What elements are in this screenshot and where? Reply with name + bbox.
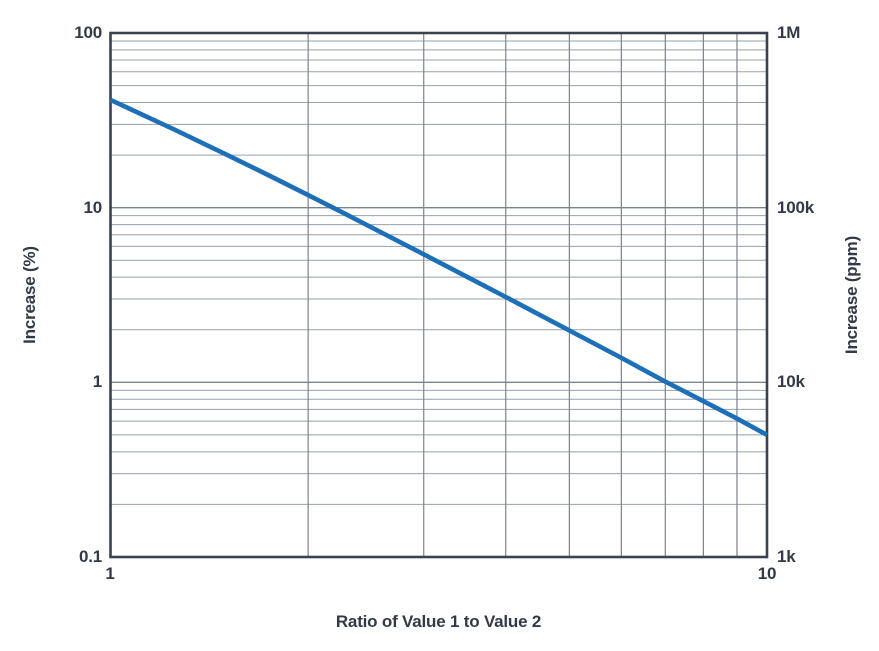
y-left-tick-0p1: 0.1 <box>78 547 102 566</box>
y-axis-title-left: Increase (%) <box>20 246 39 344</box>
y-right-tick-100k: 100k <box>777 198 815 217</box>
x-axis-title: Ratio of Value 1 to Value 2 <box>335 612 542 631</box>
data-series-line <box>109 97 769 437</box>
y-left-tick-10: 10 <box>83 198 102 217</box>
x-tick-10: 10 <box>757 564 777 583</box>
y-right-tick-1M: 1M <box>777 23 801 42</box>
y-axis-title-right: Increase (ppm) <box>842 235 861 355</box>
y-left-tick-100: 100 <box>74 23 102 42</box>
y-right-tick-1k: 1k <box>777 547 796 566</box>
x-tick-1: 1 <box>105 564 115 583</box>
y-right-tick-10k: 10k <box>777 372 805 391</box>
y-left-tick-1: 1 <box>92 372 102 391</box>
